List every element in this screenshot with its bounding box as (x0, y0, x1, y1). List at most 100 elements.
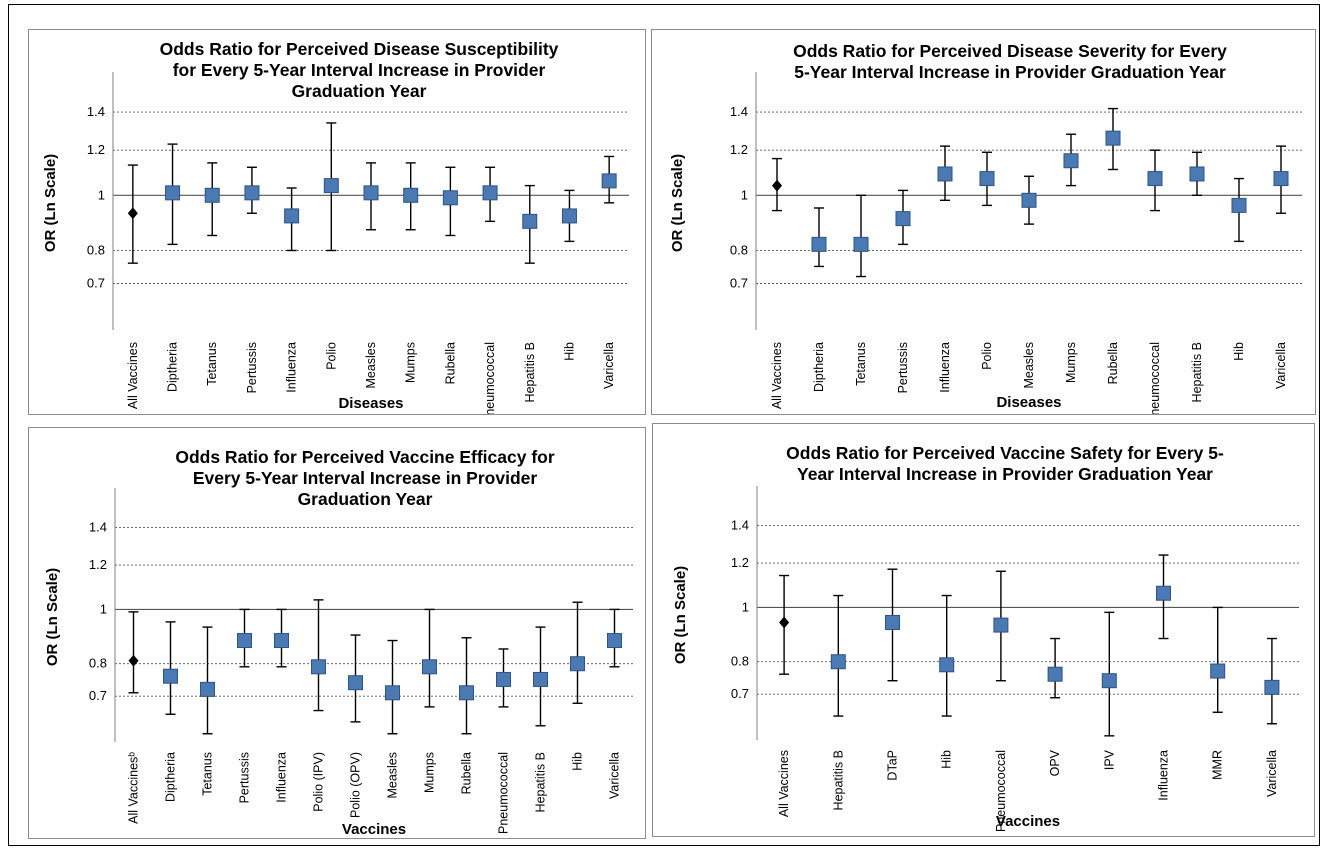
category-label: Hepatitis B (534, 752, 548, 812)
category-label: OPV (1048, 749, 1062, 776)
data-point-square (895, 211, 911, 227)
category-label: All Vaccines (777, 750, 791, 817)
y-tick-label: 0.7 (730, 275, 748, 290)
y-tick-label: 1.4 (89, 520, 107, 535)
y-tick-label: 1.2 (87, 142, 105, 157)
category-label: Hepatitis B (831, 750, 845, 810)
chart-title-line: Graduation Year (298, 489, 433, 509)
data-point-square (311, 659, 326, 675)
category-label: Pneumococcal (483, 342, 497, 414)
data-point-square (1105, 130, 1121, 146)
data-point-square (496, 671, 511, 687)
chart-panel-severity: Odds Ratio for Perceived Disease Severit… (651, 29, 1316, 415)
chart-svg: Odds Ratio for Perceived Vaccine Safety … (672, 443, 1299, 832)
category-label: Hepatitis B (523, 342, 537, 402)
category-label: DTaP (886, 750, 900, 781)
data-point-square (348, 675, 363, 691)
data-point-square (284, 208, 300, 224)
category-label: All Vaccines (770, 342, 784, 409)
category-label: Tetanus (201, 752, 215, 796)
data-point-square (811, 236, 827, 252)
y-tick-label: 1 (100, 601, 107, 616)
data-point-square (561, 208, 577, 224)
data-point-square (1047, 666, 1063, 682)
chart-title-line: Year Interval Increase in Provider Gradu… (797, 464, 1213, 484)
data-point-square (1021, 192, 1037, 208)
data-point-square (200, 681, 215, 697)
category-label: Mumps (404, 342, 418, 383)
y-tick-label: 1.4 (87, 104, 105, 119)
y-tick-label: 0.8 (89, 656, 107, 671)
chart-svg: Odds Ratio for Perceived Disease Suscept… (42, 39, 629, 414)
y-axis-title: OR (Ln Scale) (42, 154, 59, 252)
data-point-square (853, 236, 869, 252)
y-tick-label: 1.2 (731, 555, 749, 570)
data-point-square (1264, 679, 1280, 695)
data-point-square (204, 187, 220, 203)
category-label: IPV (1102, 749, 1116, 770)
figure-frame: Odds Ratio for Perceived Disease Suscept… (8, 4, 1320, 846)
category-label: Mumps (1064, 342, 1078, 383)
category-label: Influenza (1157, 750, 1171, 801)
y-tick-label: 1 (742, 599, 749, 614)
data-point-square (403, 187, 419, 203)
y-tick-label: 1.2 (730, 142, 748, 157)
x-axis-title: Diseases (338, 395, 403, 412)
chart-panel-efficacy: Odds Ratio for Perceived Vaccine Efficac… (28, 427, 646, 839)
category-label: Diptheria (166, 342, 180, 392)
category-label: Influenza (275, 752, 289, 803)
y-axis-title: OR (Ln Scale) (669, 154, 686, 252)
data-point-diamond (772, 179, 782, 192)
data-point-diamond (779, 616, 790, 629)
chart-title-line: for Every 5-Year Interval Increase in Pr… (173, 60, 546, 80)
category-label: Rubella (460, 752, 474, 794)
data-point-square (937, 166, 953, 182)
chart-title-line: Every 5-Year Interval Increase in Provid… (193, 468, 538, 488)
category-label: Measles (386, 752, 400, 799)
data-point-square (422, 659, 437, 675)
category-label: Influenza (285, 342, 299, 393)
data-point-square (1063, 153, 1079, 169)
chart-title-line: Odds Ratio for Perceived Vaccine Safety … (786, 443, 1224, 463)
category-label: All Vaccines (126, 342, 140, 409)
data-point-square (522, 213, 538, 229)
category-label: Measles (364, 342, 378, 389)
data-point-square (885, 614, 900, 630)
y-axis-title: OR (Ln Scale) (672, 566, 689, 664)
category-label: Pertussis (896, 342, 910, 393)
category-label: Varicella (1274, 342, 1288, 389)
category-label: Polio (IPV) (312, 752, 326, 812)
category-label: Polio (980, 342, 994, 370)
category-label: Pertussis (238, 752, 252, 803)
y-tick-label: 0.7 (87, 275, 105, 290)
category-label: Rubella (443, 342, 457, 384)
data-point-square (607, 633, 622, 649)
category-label: Mumps (423, 752, 437, 793)
data-point-square (1156, 585, 1171, 601)
chart-title: Odds Ratio for Perceived Vaccine Efficac… (175, 447, 554, 509)
category-label: Influenza (938, 342, 952, 393)
category-label: Polio (OPV) (349, 752, 363, 818)
data-point-square (570, 656, 585, 672)
x-axis-title: Vaccines (996, 813, 1060, 830)
data-point-square (323, 178, 339, 194)
y-tick-label: 0.7 (89, 688, 107, 703)
y-tick-label: 1 (98, 187, 105, 202)
y-tick-label: 0.7 (731, 686, 749, 701)
chart-panel-safety: Odds Ratio for Perceived Vaccine Safety … (652, 423, 1315, 837)
data-point-square (385, 685, 400, 701)
x-axis-title: Diseases (996, 394, 1061, 411)
data-point-square (1101, 673, 1117, 689)
data-point-square (482, 185, 498, 201)
category-label: Pneumococcal (497, 752, 511, 834)
category-label: Hib (940, 750, 954, 769)
data-point-square (459, 685, 474, 701)
category-label: Pneumococcal (994, 750, 1008, 832)
data-point-square (163, 668, 178, 684)
category-label: Varicella (1265, 750, 1279, 797)
category-label: All Vaccinesᵇ (127, 752, 141, 824)
chart-title-line: Odds Ratio for Perceived Vaccine Efficac… (175, 447, 554, 467)
data-point-square (237, 633, 252, 649)
category-label: Hib (571, 752, 585, 771)
data-point-square (442, 190, 458, 206)
